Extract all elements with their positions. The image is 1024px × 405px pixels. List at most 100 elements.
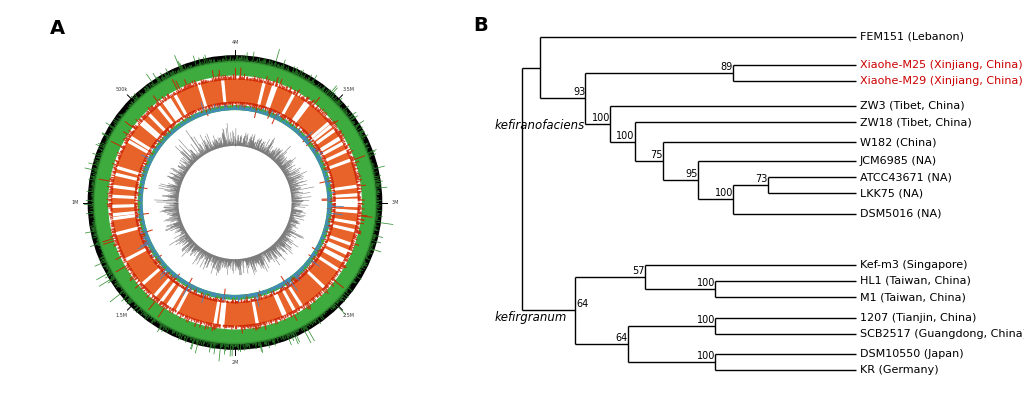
- Text: 89: 89: [721, 62, 733, 72]
- Wedge shape: [113, 212, 135, 216]
- Wedge shape: [163, 101, 178, 121]
- Wedge shape: [321, 138, 341, 151]
- Wedge shape: [323, 249, 344, 262]
- Wedge shape: [274, 294, 285, 316]
- Wedge shape: [148, 113, 166, 131]
- Wedge shape: [294, 103, 309, 123]
- Text: kefiranofaciens: kefiranofaciens: [495, 119, 585, 132]
- Wedge shape: [327, 241, 348, 252]
- Text: KR (Germany): KR (Germany): [860, 365, 939, 375]
- Wedge shape: [335, 202, 358, 203]
- Wedge shape: [117, 166, 139, 175]
- Wedge shape: [161, 282, 176, 302]
- Wedge shape: [112, 79, 358, 326]
- Wedge shape: [166, 100, 180, 120]
- Wedge shape: [214, 301, 219, 324]
- Wedge shape: [115, 173, 137, 180]
- Wedge shape: [283, 290, 295, 311]
- Text: 100: 100: [697, 278, 716, 288]
- Wedge shape: [176, 290, 188, 312]
- Wedge shape: [116, 227, 138, 235]
- Text: 100: 100: [715, 188, 733, 198]
- Wedge shape: [252, 301, 258, 324]
- Text: 1M: 1M: [72, 200, 79, 205]
- Wedge shape: [113, 215, 136, 220]
- Wedge shape: [221, 80, 225, 103]
- Text: A: A: [50, 19, 66, 38]
- Text: 57: 57: [633, 266, 645, 276]
- Text: ATCC43671 (NA): ATCC43671 (NA): [860, 172, 952, 182]
- Text: 1.5M: 1.5M: [116, 313, 128, 318]
- Wedge shape: [289, 286, 302, 307]
- Text: LKK75 (NA): LKK75 (NA): [860, 188, 923, 198]
- Text: 100: 100: [697, 351, 716, 361]
- Wedge shape: [174, 94, 186, 115]
- Wedge shape: [315, 129, 335, 144]
- Wedge shape: [329, 236, 351, 245]
- Text: 73: 73: [756, 174, 768, 184]
- Wedge shape: [318, 257, 339, 271]
- Wedge shape: [326, 150, 347, 161]
- Wedge shape: [335, 194, 358, 197]
- Wedge shape: [199, 84, 207, 107]
- Text: 3.5M: 3.5M: [342, 87, 354, 92]
- Wedge shape: [154, 278, 170, 296]
- Wedge shape: [329, 159, 351, 169]
- Text: 64: 64: [577, 299, 589, 309]
- Wedge shape: [140, 123, 159, 139]
- Wedge shape: [170, 288, 183, 308]
- Text: ZW3 (Tibet, China): ZW3 (Tibet, China): [860, 101, 965, 111]
- Text: 3M: 3M: [391, 200, 398, 205]
- Wedge shape: [142, 120, 161, 137]
- Text: JCM6985 (NA): JCM6985 (NA): [860, 156, 937, 166]
- Wedge shape: [292, 101, 307, 121]
- Wedge shape: [313, 125, 332, 141]
- Wedge shape: [334, 185, 357, 190]
- Wedge shape: [335, 199, 358, 201]
- Text: Xiaohe-M29 (Xinjiang, China): Xiaohe-M29 (Xinjiang, China): [860, 77, 1023, 86]
- Wedge shape: [319, 137, 340, 151]
- Text: 100: 100: [616, 131, 635, 141]
- Wedge shape: [275, 294, 287, 315]
- Text: W182 (China): W182 (China): [860, 137, 937, 147]
- Wedge shape: [258, 83, 265, 105]
- Wedge shape: [311, 122, 330, 138]
- Wedge shape: [142, 268, 161, 285]
- Wedge shape: [94, 62, 376, 343]
- Text: 95: 95: [685, 169, 697, 179]
- Wedge shape: [323, 142, 343, 155]
- Text: 2M: 2M: [231, 360, 239, 365]
- Text: 2.5M: 2.5M: [342, 313, 354, 318]
- Wedge shape: [158, 105, 173, 125]
- Text: Kef-m3 (Singapore): Kef-m3 (Singapore): [860, 260, 968, 270]
- Wedge shape: [221, 302, 225, 325]
- Wedge shape: [335, 204, 358, 207]
- Text: SCB2517 (Guangdong, China): SCB2517 (Guangdong, China): [860, 329, 1024, 339]
- Text: 93: 93: [573, 87, 586, 98]
- Wedge shape: [112, 205, 135, 207]
- Wedge shape: [167, 286, 181, 306]
- Wedge shape: [324, 248, 344, 261]
- Text: HL1 (Taiwan, China): HL1 (Taiwan, China): [860, 276, 971, 286]
- Text: FEM151 (Lebanon): FEM151 (Lebanon): [860, 32, 964, 42]
- Wedge shape: [128, 140, 148, 153]
- Text: 500k: 500k: [116, 87, 128, 92]
- Text: DSM5016 (NA): DSM5016 (NA): [860, 209, 941, 219]
- Text: ZW18 (Tibet, China): ZW18 (Tibet, China): [860, 117, 972, 127]
- Text: 64: 64: [615, 333, 628, 343]
- Wedge shape: [219, 302, 224, 325]
- Text: B: B: [473, 16, 487, 35]
- Wedge shape: [112, 195, 135, 198]
- Text: 1207 (Tianjin, China): 1207 (Tianjin, China): [860, 313, 976, 322]
- Wedge shape: [282, 94, 295, 115]
- Text: DSM10550 (Japan): DSM10550 (Japan): [860, 349, 964, 359]
- Wedge shape: [333, 225, 355, 232]
- Wedge shape: [113, 185, 136, 190]
- Wedge shape: [267, 86, 276, 108]
- Wedge shape: [326, 243, 347, 254]
- Wedge shape: [307, 271, 325, 288]
- Text: M1 (Taiwan, China): M1 (Taiwan, China): [860, 292, 966, 302]
- Wedge shape: [169, 287, 182, 307]
- Wedge shape: [334, 219, 356, 224]
- Text: Xiaohe-M25 (Xinjiang, China): Xiaohe-M25 (Xinjiang, China): [860, 60, 1023, 70]
